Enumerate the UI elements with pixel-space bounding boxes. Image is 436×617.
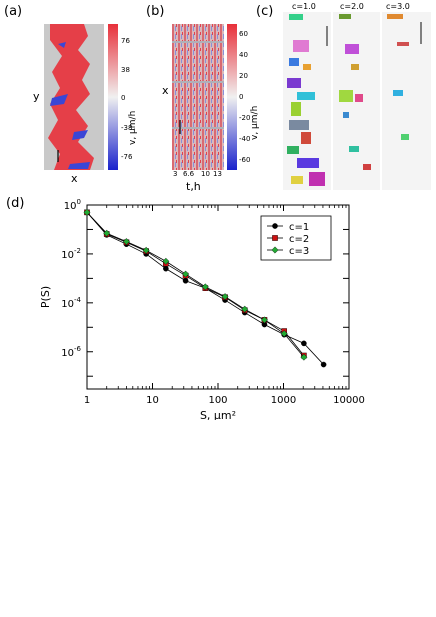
panel-b-colorbar-label: v, μm/h [250,105,260,140]
data-point-c=1 [163,265,169,272]
data-point-c=3 [103,229,111,237]
panel-d-chart: 1 10 100 1000 10000 100 10-2 10-4 10-6 S, μm² P(S)… [39,198,365,420]
panel-b-kymograph [172,24,224,170]
panel-a-colorbar-label: v, μm/h [128,110,138,145]
panel-a-letter: (a) [4,4,23,19]
data-point-c=1 [320,361,327,368]
panel-b-cb-tick: -60 [239,156,251,164]
panel-a-cb-tick: -76 [121,153,133,161]
data-point-c=3 [201,283,209,291]
legend-entry: c=2 [289,234,309,245]
data-point-c=3 [182,270,190,278]
legend-entry: c=3 [289,246,309,257]
data-point-c=3 [241,305,249,313]
panel-b-xtick: 3 [173,170,178,178]
panel-b-cb-tick: 20 [239,72,248,80]
panel-b-ylabel: x [162,84,169,97]
y-tick-label: 10-4 [61,296,81,310]
panel-a-ylabel: y [33,90,40,103]
x-axis-label: S, μm² [200,409,236,420]
x-tick-label: 100 [208,395,227,406]
panel-b-cb-tick: 60 [239,30,248,38]
y-tick-label: 10-2 [61,247,81,261]
y-tick-label: 10-6 [61,345,81,359]
legend-marker [272,223,278,229]
panel-b-xtick: 6.6 [183,170,195,178]
panel-b-xtick: 10 [201,170,210,178]
panel-b-colorbar [227,24,237,170]
panel-a-colorbar [108,24,118,170]
panel-a-cb-tick: 38 [121,66,130,74]
data-point-c=3 [122,238,130,246]
data-point-c=1 [301,340,307,347]
y-axis-label: P(S) [39,286,52,308]
data-point-c=3 [142,246,150,254]
data-point-c=3 [300,353,308,361]
panel-a-cb-tick: 76 [121,37,130,45]
panel-a-xlabel: x [71,172,78,185]
legend-marker [271,246,279,254]
panel-b-cb-tick: 40 [239,51,248,59]
panel-c-col-label: c=3.0 [386,2,410,11]
panel-c-clusters [283,12,431,190]
x-tick-label: 1000 [271,395,296,406]
data-point-c=3 [280,330,288,338]
data-point-c=3 [260,316,268,324]
panel-a-map [44,24,104,170]
panel-b-cb-tick: 0 [239,93,244,101]
legend-entry: c=1 [289,222,309,233]
panel-a-cb-tick: 0 [121,94,126,102]
legend-marker [272,235,278,241]
panel-c-col-label: c=2.0 [340,2,364,11]
panel-a-cb-tick: -38 [121,124,133,132]
x-tick-label: 10000 [333,395,365,406]
data-point-c=3 [162,257,170,265]
data-point-c=1 [182,277,189,284]
x-tick-label: 1 [84,395,90,406]
panel-b-cb-tick: -20 [239,114,251,122]
data-point-c=3 [221,293,229,301]
data-point-c=3 [83,208,91,216]
panel-c-col-label: c=1.0 [292,2,316,11]
panel-d-letter: (d) [6,196,25,211]
y-tick-label: 100 [64,198,81,212]
panel-b-xtick: 13 [213,170,222,178]
panel-b-letter: (b) [146,4,165,19]
panel-c-letter: (c) [256,4,274,19]
panel-b-cb-tick: -40 [239,135,251,143]
x-tick-label: 10 [146,395,159,406]
panel-b-xlabel: t,h [186,180,201,193]
series-line-c=3 [86,212,305,358]
